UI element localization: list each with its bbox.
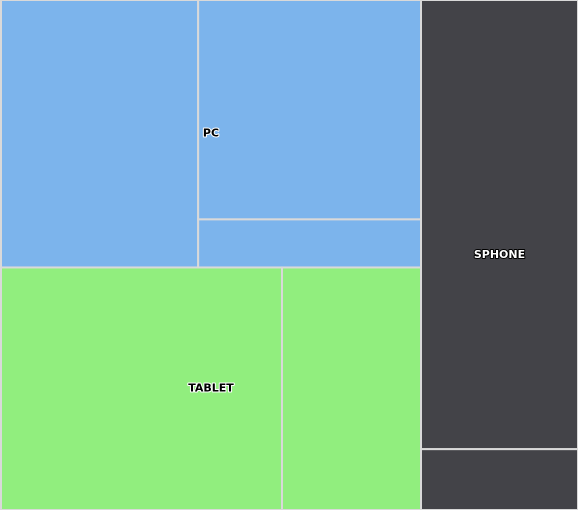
treemap-cell-tablet-2[interactable] bbox=[280, 266, 423, 510]
treemap-cell-sphone-2[interactable] bbox=[420, 448, 578, 510]
group-label-tablet: TABLET bbox=[188, 382, 234, 395]
group-label-sphone: SPHONE bbox=[474, 248, 525, 261]
treemap-cell-tablet-1[interactable] bbox=[0, 266, 283, 510]
group-label-pc: PC bbox=[203, 127, 219, 140]
treemap-cell-pc-1[interactable] bbox=[0, 0, 200, 269]
treemap-cell-pc-3[interactable] bbox=[197, 218, 422, 269]
treemap-cell-pc-2[interactable] bbox=[197, 0, 422, 221]
treemap-labels: PC TABLET SPHONE bbox=[187, 126, 526, 396]
treemap-cell-sphone-1[interactable] bbox=[420, 0, 578, 451]
